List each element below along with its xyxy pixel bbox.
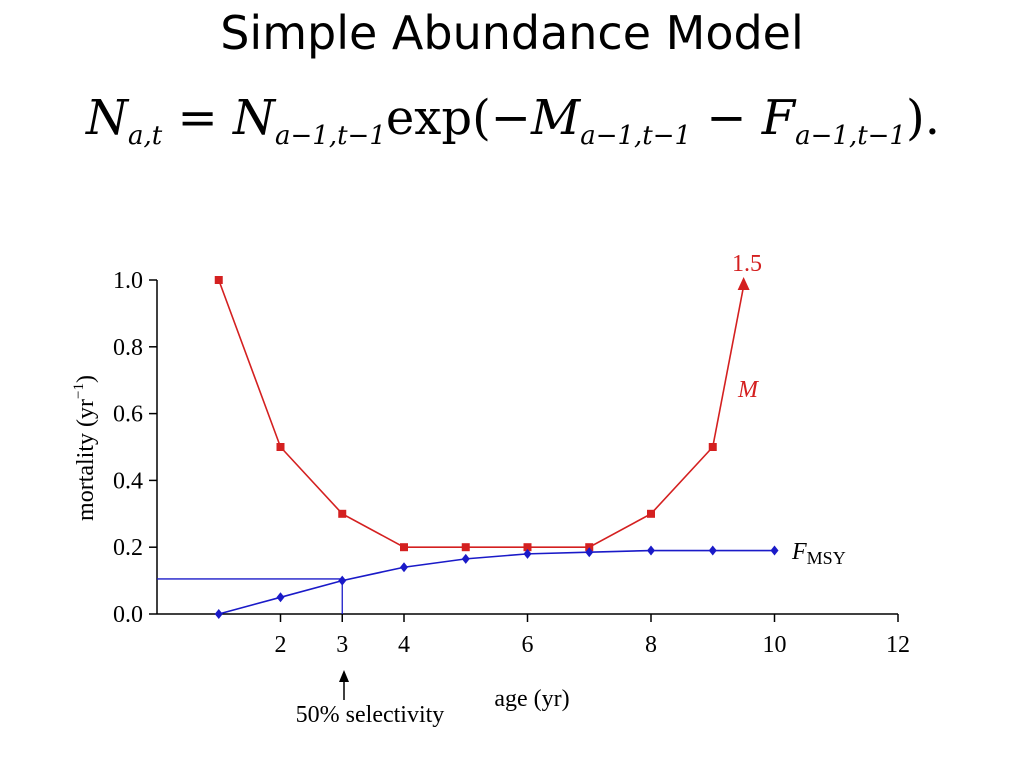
selectivity-annotation: 50% selectivity — [296, 702, 445, 728]
fmsy-data-point — [647, 545, 655, 556]
eq-close: ). — [905, 90, 940, 146]
m-series-arrow-shaft — [711, 285, 745, 448]
y-axis-label-sup: −1 — [71, 383, 87, 399]
fmsy-label-sub: MSY — [807, 548, 846, 568]
fmsy-series — [214, 545, 779, 619]
selectivity-reference-lines — [157, 578, 343, 614]
m-series-arrow-head — [737, 277, 750, 290]
fmsy-data-point — [400, 562, 408, 573]
m-data-point — [523, 543, 532, 552]
m-data-point — [338, 509, 347, 518]
chart-series — [214, 276, 779, 619]
eq-term1-sub: a−1,t−1 — [275, 121, 386, 151]
eq-f: F — [761, 90, 796, 146]
m-data-point — [400, 543, 408, 552]
eq-equals: = — [177, 90, 218, 146]
fmsy-data-point — [708, 545, 717, 556]
eq-lhs-sub: a,t — [128, 121, 163, 151]
eq-m-sub: a−1,t−1 — [580, 121, 692, 151]
chart-ticks: 2 3 4 6 8 10 12 0.0 0.2 0.4 0.6 0.8 1.0 — [113, 268, 910, 658]
x-tick-label: 6 — [522, 632, 534, 658]
x-axis-label: age (yr) — [494, 686, 569, 712]
y-tick-label: 0.0 — [113, 602, 143, 628]
fmsy-data-point — [523, 548, 532, 559]
m-data-point — [647, 509, 655, 518]
chart-axes — [156, 280, 898, 615]
m-series-label: M — [737, 377, 760, 403]
slide-title: Simple Abundance Model — [220, 6, 804, 60]
m-data-point — [708, 443, 717, 451]
eq-func: exp(− — [385, 90, 532, 146]
m-arrow-label: 1.5 — [732, 251, 762, 277]
m-series-line — [217, 279, 714, 549]
y-axis-label: mortality (yr−1) — [71, 375, 99, 521]
selectivity-arrow — [339, 670, 349, 700]
mortality-chart: 2 3 4 6 8 10 12 0.0 0.2 0.4 0.6 0.8 1.0 age (yr) mor… — [71, 251, 910, 728]
m-data-point — [276, 443, 285, 451]
fmsy-data-point — [276, 592, 285, 603]
fmsy-data-point — [338, 575, 347, 586]
m-series — [214, 276, 750, 552]
y-tick-label: 0.4 — [113, 468, 143, 494]
y-axis-label-close: ) — [73, 375, 99, 383]
y-tick-label: 0.8 — [113, 335, 143, 361]
y-tick-label: 0.6 — [113, 402, 143, 428]
y-tick-label: 0.2 — [113, 535, 143, 561]
m-data-point — [214, 276, 223, 284]
fmsy-series-line — [218, 549, 775, 615]
eq-f-sub: a−1,t−1 — [795, 121, 906, 151]
eq-term1: N — [233, 90, 275, 146]
m-data-point — [461, 543, 470, 552]
y-tick-label: 1.0 — [113, 268, 143, 294]
m-data-point — [585, 543, 594, 552]
x-tick-label: 8 — [645, 632, 657, 658]
fmsy-data-point — [585, 547, 594, 558]
eq-m: M — [531, 90, 581, 146]
fmsy-data-point — [214, 609, 223, 619]
fmsy-data-point — [461, 553, 470, 564]
fmsy-data-point — [770, 545, 779, 556]
x-tick-label: 10 — [763, 632, 787, 658]
fmsy-label-f: F — [791, 539, 807, 565]
fmsy-series-label: FMSY — [791, 539, 846, 568]
x-tick-label: 3 — [336, 632, 348, 658]
x-tick-label: 2 — [275, 632, 287, 658]
eq-lhs: N — [86, 90, 129, 146]
y-axis-label-text: mortality (yr — [73, 399, 99, 521]
abundance-equation: Na,t = Na−1,t−1exp(−Ma−1,t−1 − Fa−1,t−1)… — [18, 90, 1008, 151]
x-tick-label: 12 — [886, 632, 910, 658]
x-tick-label: 4 — [398, 632, 410, 658]
eq-minus: − — [691, 90, 762, 146]
